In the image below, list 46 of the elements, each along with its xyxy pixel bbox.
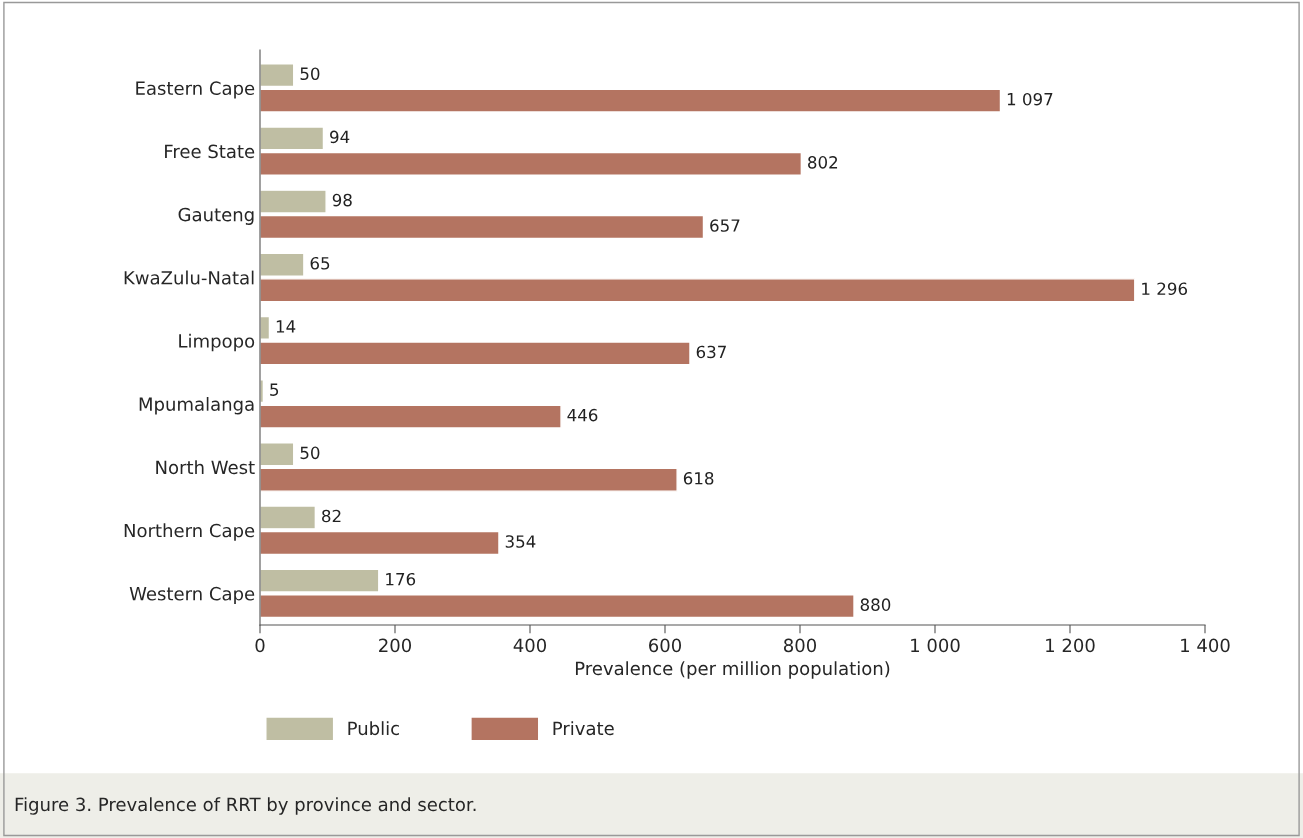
bar [260, 467, 678, 492]
data-label: 1 296 [1142, 282, 1188, 296]
data-label: 82 [322, 509, 341, 523]
bar [260, 442, 295, 467]
data-label: 5 [270, 383, 279, 396]
data-label: 94 [330, 130, 350, 144]
data-label: 1 097 [1007, 92, 1053, 106]
x-tick-label: 1 200 [1046, 638, 1095, 653]
x-tick-label: 400 [513, 638, 547, 653]
legend-label: Public [348, 721, 399, 736]
bar [260, 151, 803, 176]
y-tick-label: Northern Cape [124, 523, 255, 541]
data-label: 446 [567, 408, 598, 422]
x-axis-title: Prevalence (per million population) [575, 661, 890, 679]
data-label: 65 [310, 256, 330, 270]
y-tick-label: Free State [165, 144, 255, 159]
bar [260, 63, 295, 88]
data-label: 50 [300, 67, 320, 81]
data-label: 98 [332, 193, 352, 207]
data-label: 637 [696, 345, 726, 359]
data-label: 802 [808, 156, 838, 169]
y-tick-label: Gauteng [178, 207, 254, 225]
bar [260, 404, 562, 429]
data-label: 618 [683, 472, 714, 485]
caption: Figure 3. Prevalence of RRT by province and sector. [15, 797, 476, 815]
data-label: 50 [300, 446, 320, 460]
x-tick-label: 800 [783, 638, 817, 653]
data-label: 354 [505, 535, 536, 548]
data-label: 14 [276, 320, 296, 333]
x-tick-label: 0 [255, 638, 265, 653]
y-tick-label: KwaZulu-Natal [124, 270, 254, 285]
bar [260, 126, 325, 151]
data-label: 880 [860, 598, 891, 611]
y-tick-label: Eastern Cape [136, 81, 255, 99]
legend-label: Private [553, 721, 614, 736]
y-tick-label: Limpopo [179, 333, 255, 352]
y-tick-label: Western Cape [129, 586, 255, 605]
y-tick-label: North West [156, 460, 255, 475]
bar [260, 88, 1002, 113]
data-label: 176 [386, 572, 416, 586]
data-label: 657 [710, 219, 740, 232]
x-tick-label: 1 400 [1181, 638, 1230, 653]
x-tick-label: 200 [379, 638, 412, 653]
x-tick-label: 1 000 [911, 638, 960, 653]
x-tick-label: 600 [649, 638, 682, 653]
y-tick-label: Mpumalanga [139, 396, 254, 415]
